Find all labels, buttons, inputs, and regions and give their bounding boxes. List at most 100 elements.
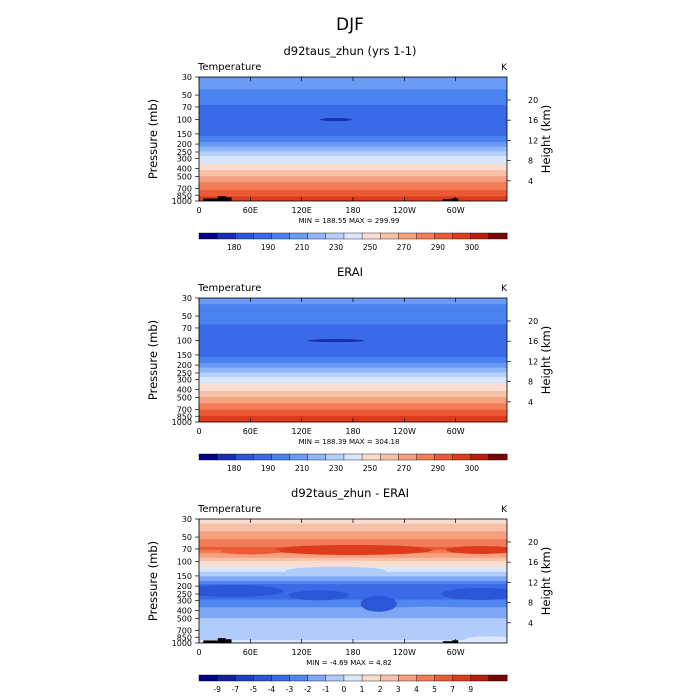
contour-band xyxy=(199,125,507,128)
y-tick-label: 100 xyxy=(177,116,192,125)
x-tick-label: 180 xyxy=(345,206,360,215)
colorbar-swatch xyxy=(398,674,417,682)
contour-band xyxy=(199,542,507,545)
anomaly-region xyxy=(441,587,507,600)
height-tick-label: 4 xyxy=(528,177,533,186)
contour-band xyxy=(199,349,507,352)
colorbar-swatch xyxy=(253,674,272,682)
contour-band xyxy=(199,346,507,349)
contour-band xyxy=(199,335,507,338)
y-tick-label: 1000 xyxy=(172,418,192,427)
contour-band xyxy=(199,579,507,582)
colorbar-swatch xyxy=(488,232,508,240)
contour-band xyxy=(199,582,507,585)
y-tick-label: 50 xyxy=(182,91,192,100)
colorbar-swatch xyxy=(253,232,272,240)
anomaly-region xyxy=(227,621,308,628)
right-axis-label: Height (km) xyxy=(539,326,553,395)
contour-band xyxy=(199,391,507,394)
colorbar-swatch xyxy=(216,232,236,240)
y-tick-label: 50 xyxy=(182,533,192,542)
right-axis-label: Height (km) xyxy=(539,547,553,616)
colorbar-label: -1 xyxy=(322,685,330,694)
contour-band xyxy=(199,594,507,598)
contour-band xyxy=(199,403,507,406)
contour-band xyxy=(199,394,507,397)
contour-band xyxy=(199,308,507,311)
contour-band xyxy=(199,539,507,542)
x-tick-label: 120W xyxy=(393,648,416,657)
colorbar-swatch xyxy=(379,674,399,682)
contour-band xyxy=(199,182,507,185)
contour-band xyxy=(199,562,507,565)
contour-band xyxy=(199,180,507,183)
contour-band xyxy=(199,414,507,417)
height-tick-label: 8 xyxy=(528,378,533,387)
y-axis-label: Pressure (mb) xyxy=(146,541,160,621)
topography xyxy=(203,198,218,201)
contour-band xyxy=(199,160,507,163)
y-tick-label: 850 xyxy=(177,191,192,200)
contour-band xyxy=(199,398,507,401)
y-tick-label: 850 xyxy=(177,633,192,642)
contour-band xyxy=(199,361,507,364)
colorbar-label: 1 xyxy=(360,685,365,694)
contour-band xyxy=(199,581,507,584)
x-tick-label: 120E xyxy=(292,206,312,215)
anomaly-region xyxy=(360,595,397,612)
contour-band xyxy=(199,355,507,358)
colorbar-swatch xyxy=(470,674,490,682)
colorbar-swatch xyxy=(361,232,381,240)
contour-band xyxy=(199,377,507,380)
figure-title: DJF xyxy=(336,15,364,35)
colorbar-swatch xyxy=(325,453,345,461)
panel-model: d92taus_zhun (yrs 1-1) Temperature K 30 50 70… xyxy=(146,44,553,252)
contour-band xyxy=(199,636,507,639)
x-tick-label: 180 xyxy=(345,648,360,657)
y-tick-label: 50 xyxy=(182,312,192,321)
contour-band xyxy=(199,604,507,607)
topography xyxy=(452,640,459,643)
contour-band xyxy=(199,342,507,346)
contour-band xyxy=(199,109,507,112)
colorbar-label: 250 xyxy=(363,243,378,252)
x-tick-label: 60E xyxy=(243,206,258,215)
stats-text: MIN = 188.39 MAX = 304.18 xyxy=(299,438,400,446)
units-label: K xyxy=(501,63,508,73)
contour-band xyxy=(199,411,507,414)
contour-band xyxy=(199,163,507,166)
height-tick-label: 4 xyxy=(528,619,533,628)
contour-band xyxy=(199,157,507,160)
y-axis-label: Pressure (mb) xyxy=(146,320,160,400)
contour-band xyxy=(199,318,507,321)
y-tick-label: 400 xyxy=(177,607,192,616)
contour-band xyxy=(199,408,507,411)
contour-band xyxy=(199,336,507,339)
contour-field xyxy=(199,77,507,201)
contour-band xyxy=(199,577,507,581)
contour-band xyxy=(199,556,507,559)
colorbar-swatch xyxy=(325,674,345,682)
topography xyxy=(225,197,232,201)
contour-band xyxy=(199,587,507,590)
y-tick-label: 30 xyxy=(182,294,192,303)
contour-band xyxy=(199,384,507,387)
height-tick-label: 12 xyxy=(528,578,538,587)
anomaly-region xyxy=(285,566,386,575)
colorbar-swatch xyxy=(398,232,417,240)
contour-band xyxy=(199,188,507,191)
contour-band xyxy=(199,173,507,176)
x-tick-label: 0 xyxy=(196,648,201,657)
contour-band xyxy=(199,154,507,157)
contour-band xyxy=(199,554,507,557)
contour-band xyxy=(199,395,507,398)
contour-field xyxy=(199,298,507,422)
contour-band xyxy=(199,622,507,625)
y-tick-label: 150 xyxy=(177,351,192,360)
contour-band xyxy=(199,629,507,632)
contour-band xyxy=(199,584,507,587)
contour-field xyxy=(199,519,507,643)
contour-band xyxy=(199,151,507,154)
contour-band xyxy=(199,616,507,619)
contour-band xyxy=(199,159,507,162)
